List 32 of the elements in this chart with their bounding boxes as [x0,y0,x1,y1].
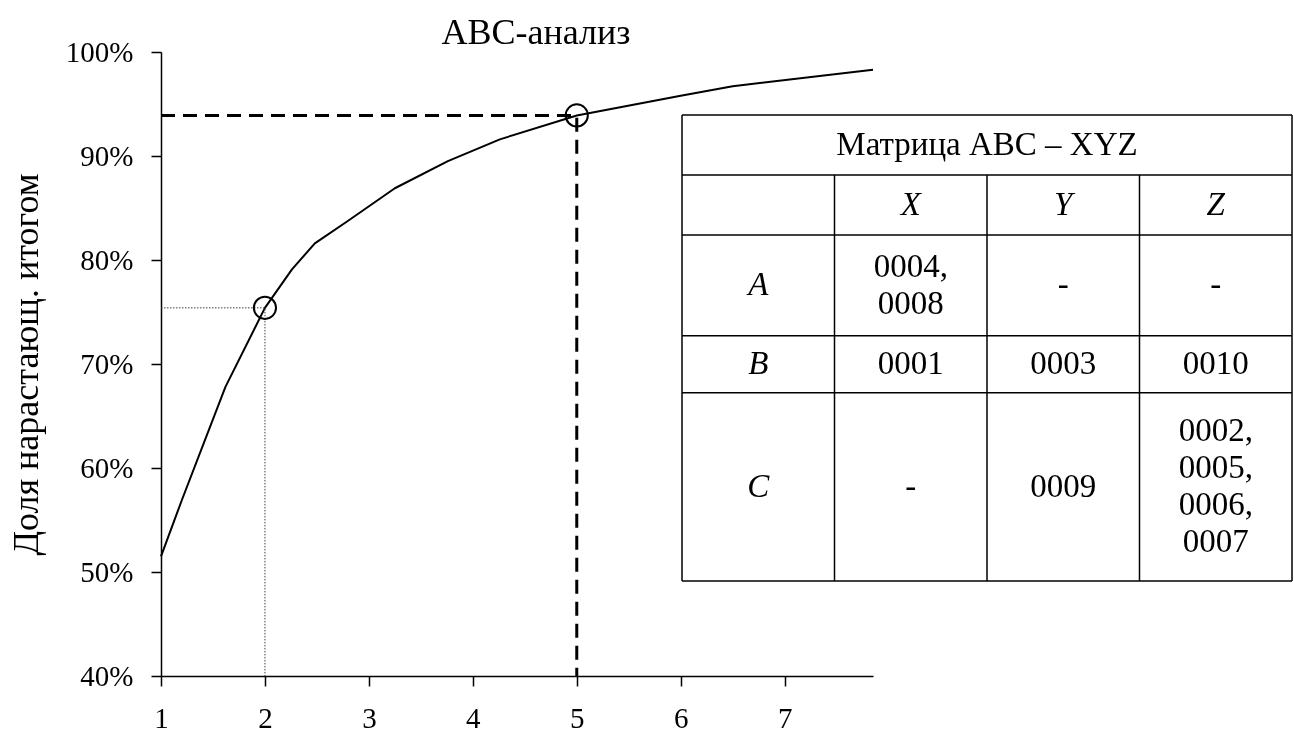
text: 0010 [1182,345,1249,382]
x-tick-label: 1 [154,701,169,733]
text: - [1210,266,1222,303]
x-tick-label: 5 [570,701,585,733]
text: - [1057,266,1069,303]
y-tick-label: 60% [80,451,134,484]
y-axis-title: Доля нарастающ. итогом [5,173,46,556]
category-label: C [747,467,770,504]
text: 0009 [1030,467,1097,504]
text: 0002, 0005, 0006, 0007 [1178,412,1253,560]
y-tick-label: 50% [80,555,134,588]
y-tick-label: 90% [80,139,134,172]
x-tick-label: 6 [673,701,689,733]
y-tick-label: 70% [80,347,134,380]
text: Матрица ABC – XYZ [836,126,1138,162]
text: 0001 [877,345,944,382]
category-label: Y [1054,186,1077,222]
category-label: B [748,345,769,382]
y-tick-label: 80% [80,243,134,276]
category-label: X [898,186,923,222]
y-tick-label: 40% [80,659,134,692]
text: 0004, 0008 [873,247,948,321]
category-label: A [748,266,769,303]
x-tick-label: 2 [258,701,273,733]
x-tick-label: 4 [466,701,482,733]
x-tick-label: 7 [777,701,793,733]
text: 0003 [1030,345,1097,382]
y-tick-label: 100% [65,35,134,68]
chart-title: ABC-анализ [441,12,631,52]
text: - [905,467,917,504]
x-tick-label: 3 [362,701,377,733]
category-label: Z [1206,186,1226,222]
